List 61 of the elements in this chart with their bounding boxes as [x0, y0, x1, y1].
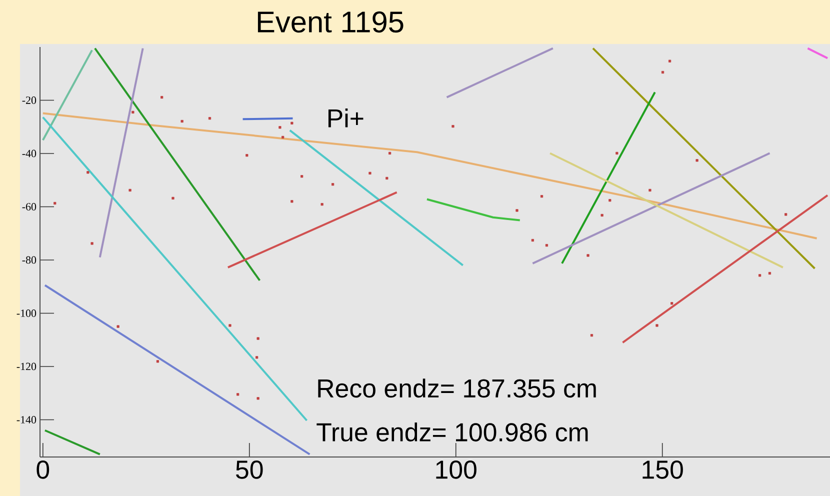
- point: [668, 60, 672, 62]
- point: [160, 96, 164, 99]
- point: [531, 238, 534, 242]
- point: [116, 325, 120, 328]
- point: [282, 136, 284, 139]
- point: [320, 203, 324, 206]
- point: [172, 196, 174, 200]
- point: [54, 202, 56, 205]
- point: [661, 70, 664, 74]
- point: [368, 172, 372, 174]
- annotation: Pi+: [328, 108, 364, 128]
- chart-title: Event 1195: [258, 11, 404, 33]
- point: [290, 200, 294, 203]
- point: [278, 126, 282, 129]
- y-tick-label: -120: [16, 362, 36, 370]
- point: [86, 171, 90, 174]
- point: [256, 397, 260, 400]
- y-tick-label: -140: [16, 416, 36, 424]
- x-tick-label: 50: [236, 460, 263, 479]
- point: [758, 274, 762, 277]
- point: [332, 183, 334, 186]
- point: [670, 302, 674, 305]
- x-tick-label: 100: [436, 460, 476, 479]
- point: [600, 214, 604, 217]
- point: [246, 154, 248, 157]
- x-tick-label: 150: [642, 460, 683, 479]
- point: [784, 213, 788, 216]
- point: [256, 337, 260, 340]
- point: [540, 195, 544, 198]
- point: [128, 188, 132, 192]
- point: [208, 117, 212, 120]
- point: [452, 125, 454, 128]
- point: [590, 334, 594, 337]
- point: [545, 244, 548, 247]
- point: [608, 199, 612, 202]
- point: [616, 152, 618, 155]
- point: [648, 188, 652, 192]
- point: [768, 272, 772, 275]
- y-tick-label: -60: [22, 203, 36, 210]
- y-tick-label: -40: [22, 150, 36, 158]
- x-tick-label: 0: [36, 460, 50, 479]
- y-tick-label: -100: [16, 310, 36, 317]
- point: [696, 159, 698, 162]
- y-tick-label: -80: [22, 256, 36, 264]
- point: [90, 242, 94, 245]
- point: [228, 324, 232, 327]
- point: [256, 356, 258, 359]
- annotation: True endz= 100.986 cm: [316, 422, 588, 442]
- point: [300, 175, 304, 178]
- point: [388, 152, 392, 155]
- point: [290, 122, 294, 124]
- annotation: Reco endz= 187.355 cm: [318, 378, 596, 398]
- point: [132, 110, 134, 114]
- point: [586, 254, 590, 257]
- point: [386, 176, 388, 180]
- point: [180, 120, 184, 123]
- point: [656, 324, 658, 327]
- point: [516, 209, 518, 212]
- point: [236, 393, 240, 396]
- y-tick-label: -20: [22, 96, 36, 104]
- point: [156, 360, 160, 363]
